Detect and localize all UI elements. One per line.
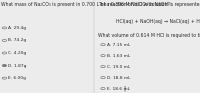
Text: What volume of 0.614 M HCl is required to titrate 18.8 mL of 0.619 M NaOH?: What volume of 0.614 M HCl is required t… xyxy=(98,33,200,39)
Text: A. 29.4g: A. 29.4g xyxy=(8,26,27,30)
Text: HCl(aq) + NaOH(aq) → NaCl(aq) + H₂O(ℓ): HCl(aq) + NaOH(aq) → NaCl(aq) + H₂O(ℓ) xyxy=(116,19,200,24)
Text: E. 18.6 mL: E. 18.6 mL xyxy=(107,86,130,91)
Circle shape xyxy=(3,65,6,66)
Text: D. 18.8 mL: D. 18.8 mL xyxy=(107,76,130,80)
Text: |: | xyxy=(123,86,125,91)
Text: C. 19.0 mL: C. 19.0 mL xyxy=(107,65,130,69)
Text: A. 7.15 mL: A. 7.15 mL xyxy=(107,43,130,47)
Text: What mass of Na₂CO₃ is present in 0.700 L of a 0.396 M Na₂CO₃ solution?: What mass of Na₂CO₃ is present in 0.700 … xyxy=(1,2,170,7)
Text: C. 4.20g: C. 4.20g xyxy=(8,51,27,55)
Text: The reaction of HCl with NaOH is represented by the equation: The reaction of HCl with NaOH is represe… xyxy=(98,2,200,7)
Text: B. 74.2g: B. 74.2g xyxy=(8,38,27,43)
Text: B. 1.63 mL: B. 1.63 mL xyxy=(107,54,130,58)
Text: E. 6.00g: E. 6.00g xyxy=(8,76,26,80)
Text: D. 1.87g: D. 1.87g xyxy=(8,64,27,68)
